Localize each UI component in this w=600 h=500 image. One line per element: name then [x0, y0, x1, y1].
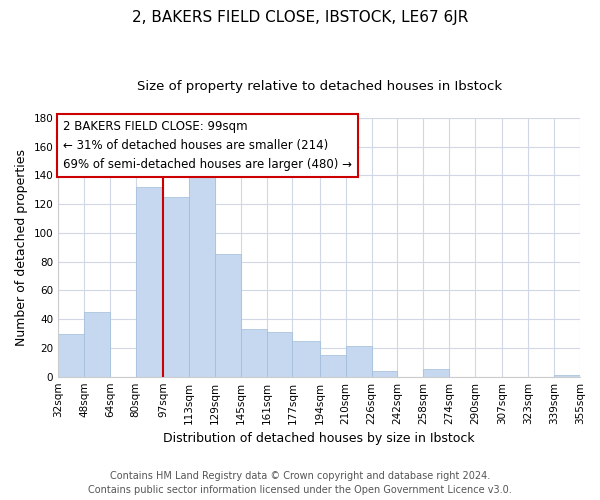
Bar [554, 375, 580, 376]
Text: Contains HM Land Registry data © Crown copyright and database right 2024.
Contai: Contains HM Land Registry data © Crown c… [88, 471, 512, 495]
Y-axis label: Number of detached properties: Number of detached properties [15, 148, 28, 346]
Bar [292, 340, 320, 376]
Bar [84, 312, 110, 376]
Bar [163, 197, 189, 376]
Title: Size of property relative to detached houses in Ibstock: Size of property relative to detached ho… [137, 80, 502, 93]
Bar [241, 329, 266, 376]
Bar [346, 346, 371, 376]
Bar [189, 164, 215, 376]
Bar [320, 355, 346, 376]
Text: 2, BAKERS FIELD CLOSE, IBSTOCK, LE67 6JR: 2, BAKERS FIELD CLOSE, IBSTOCK, LE67 6JR [132, 10, 468, 25]
Bar [215, 254, 241, 376]
Bar [136, 187, 163, 376]
X-axis label: Distribution of detached houses by size in Ibstock: Distribution of detached houses by size … [163, 432, 475, 445]
Bar [423, 370, 449, 376]
Text: 2 BAKERS FIELD CLOSE: 99sqm
← 31% of detached houses are smaller (214)
69% of se: 2 BAKERS FIELD CLOSE: 99sqm ← 31% of det… [64, 120, 352, 172]
Bar [266, 332, 292, 376]
Bar [371, 371, 397, 376]
Bar [58, 334, 84, 376]
